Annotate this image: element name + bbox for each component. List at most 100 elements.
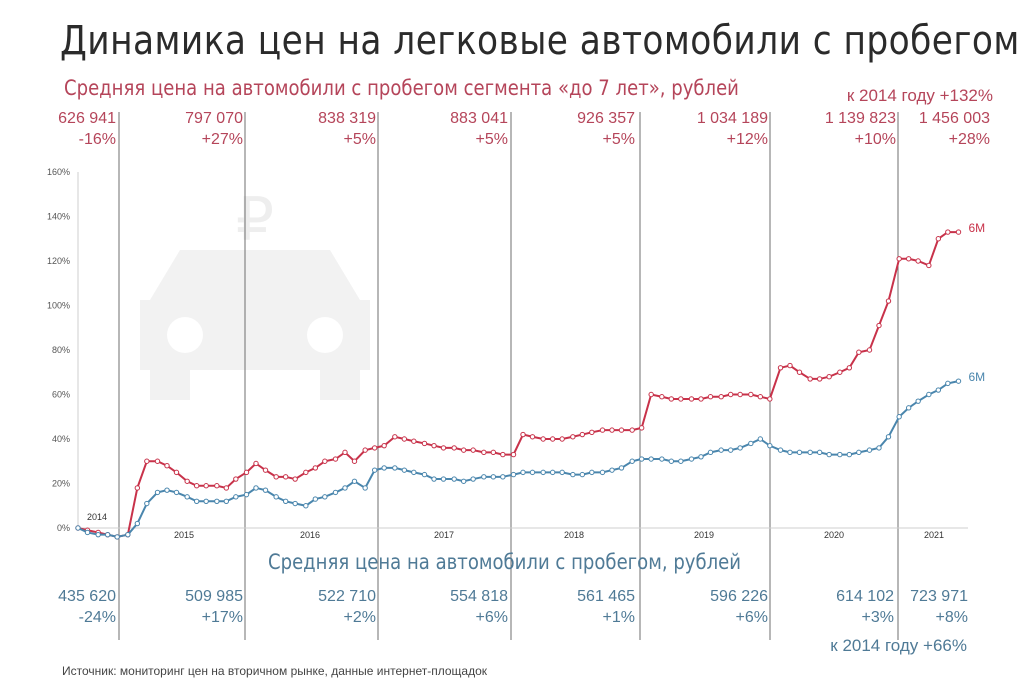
- data-point: [114, 534, 120, 540]
- data-point: [144, 500, 150, 507]
- data-point: [846, 451, 853, 458]
- data-point: [807, 376, 813, 382]
- year-label: 2018: [564, 530, 584, 540]
- year-label: 2020: [824, 530, 844, 540]
- data-point: [262, 467, 269, 473]
- period-change: +6%: [735, 609, 768, 626]
- data-point: [262, 487, 269, 493]
- y-tick-label: 20%: [52, 479, 70, 489]
- period-change: +2%: [343, 609, 376, 626]
- y-tick-label: 140%: [47, 212, 70, 222]
- data-point: [905, 256, 912, 262]
- period-price: 561 465: [577, 588, 635, 605]
- data-point: [490, 449, 497, 456]
- series-end-label: 6М: [969, 221, 986, 235]
- y-tick-label: 40%: [52, 434, 70, 444]
- period-price: 596 226: [710, 588, 768, 605]
- data-point: [233, 494, 239, 500]
- data-point: [392, 465, 398, 471]
- data-point: [431, 476, 437, 482]
- data-point: [796, 369, 803, 375]
- data-point: [945, 380, 951, 387]
- data-point: [816, 449, 823, 456]
- data-point: [668, 458, 675, 464]
- period-change: +10%: [854, 131, 896, 148]
- data-point: [273, 494, 279, 500]
- period-price: 554 818: [450, 588, 508, 605]
- data-point: [826, 374, 832, 380]
- data-point: [381, 442, 387, 449]
- data-point: [935, 236, 942, 242]
- data-point: [481, 449, 487, 456]
- data-point: [718, 394, 724, 400]
- y-tick-label: 0%: [57, 523, 70, 533]
- data-point: [529, 434, 536, 440]
- period-value: 522 710 +2%: [318, 586, 376, 628]
- data-point: [154, 489, 161, 496]
- period-change: -16%: [78, 131, 116, 148]
- data-point: [866, 347, 873, 353]
- data-point: [866, 447, 873, 453]
- year-label: 2021: [924, 530, 944, 540]
- data-point: [688, 396, 695, 402]
- data-point: [322, 494, 328, 500]
- data-point: [955, 378, 962, 384]
- car-headlight-shape: [167, 317, 203, 353]
- data-point: [718, 447, 724, 453]
- period-price: 614 102: [836, 588, 894, 605]
- data-point: [618, 427, 625, 433]
- data-point: [856, 449, 862, 456]
- car-wheel-shape: [320, 370, 360, 400]
- period-price: 509 985: [185, 588, 243, 605]
- data-point: [303, 469, 309, 476]
- data-point: [737, 391, 743, 398]
- data-point: [837, 369, 843, 375]
- data-point: [303, 503, 309, 509]
- series-line: [77, 380, 959, 538]
- data-point: [896, 256, 902, 262]
- period-price: 522 710: [318, 588, 376, 605]
- year-label: 2015: [174, 530, 194, 540]
- bottom-since-2014: к 2014 году +66%: [830, 636, 967, 655]
- period-change: +5%: [343, 131, 376, 148]
- data-point: [490, 474, 497, 480]
- data-point: [698, 454, 704, 460]
- data-point: [451, 445, 457, 451]
- data-point: [727, 391, 734, 398]
- data-point: [589, 469, 595, 476]
- period-value: 926 357 +5%: [577, 108, 635, 150]
- period-price: 626 941: [58, 110, 116, 127]
- data-point: [460, 478, 467, 484]
- data-point: [659, 394, 665, 400]
- data-point: [540, 469, 546, 476]
- period-price: 723 971: [910, 588, 968, 605]
- data-point: [648, 456, 654, 462]
- year-label: 2017: [434, 530, 454, 540]
- data-point: [955, 229, 962, 235]
- bottom-panel-subtitle: Средняя цена на автомобили с пробегом, р…: [268, 550, 741, 574]
- data-point: [253, 485, 259, 491]
- data-point: [549, 436, 556, 442]
- data-point: [500, 474, 506, 480]
- data-point: [214, 498, 220, 504]
- car-ruble-icon: ₽: [140, 185, 370, 400]
- data-point: [510, 451, 517, 458]
- year-label: 2014: [87, 512, 107, 522]
- data-point: [737, 445, 743, 451]
- data-point: [392, 434, 398, 440]
- year-label: 2019: [694, 530, 714, 540]
- data-point: [312, 496, 319, 502]
- data-point: [500, 451, 506, 458]
- data-point: [470, 476, 476, 482]
- data-point: [104, 531, 111, 538]
- data-point: [570, 471, 576, 478]
- period-value: 797 070 +27%: [185, 108, 243, 150]
- data-point: [411, 469, 417, 476]
- data-point: [777, 447, 784, 453]
- data-point: [371, 467, 378, 473]
- data-point: [322, 458, 328, 464]
- period-value: 626 941 -16%: [58, 108, 116, 150]
- data-point: [164, 487, 170, 493]
- y-axis: 0% 20% 40% 60% 80% 100% 120% 140% 160%: [47, 167, 968, 533]
